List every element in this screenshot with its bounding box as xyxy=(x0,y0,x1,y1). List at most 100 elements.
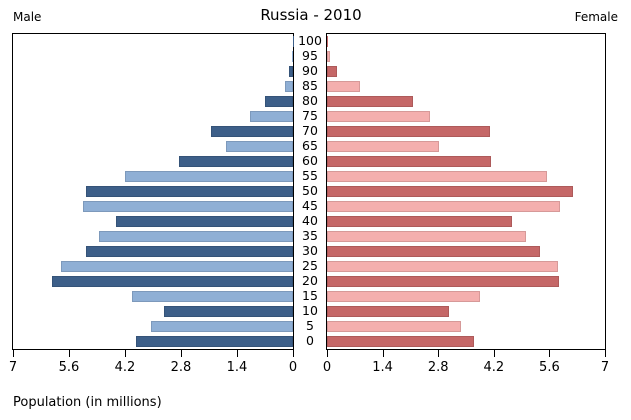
female-bar-row-age-90 xyxy=(327,64,605,79)
male-panel xyxy=(12,33,294,350)
male-bar-row-age-70 xyxy=(13,124,293,139)
male-bar-age-25 xyxy=(61,261,293,272)
male-x-tick-label-7: 7 xyxy=(8,360,18,375)
male-bar-row-age-5 xyxy=(13,319,293,334)
female-bar-age-80 xyxy=(327,96,413,107)
female-bar-age-25 xyxy=(327,261,559,272)
female-x-tick xyxy=(382,349,384,357)
male-bar-row-age-60 xyxy=(13,154,293,169)
female-bar-row-age-65 xyxy=(327,139,605,154)
female-bar-row-age-10 xyxy=(327,304,605,319)
female-bar-age-0 xyxy=(327,336,474,347)
age-tick-label-65: 65 xyxy=(302,138,318,153)
female-bar-row-age-100 xyxy=(327,34,605,49)
male-bar-row-age-20 xyxy=(13,274,293,289)
male-x-tick-label-4.2: 4.2 xyxy=(114,360,136,375)
male-bar-row-age-50 xyxy=(13,184,293,199)
male-x-tick-label-1.4: 1.4 xyxy=(226,360,248,375)
female-bar-row-age-25 xyxy=(327,259,605,274)
male-bar-age-85 xyxy=(285,81,293,92)
male-bar-age-60 xyxy=(179,156,293,167)
female-bar-age-30 xyxy=(327,246,541,257)
male-bar-row-age-0 xyxy=(13,334,293,349)
female-bar-row-age-40 xyxy=(327,214,605,229)
male-bar-row-age-85 xyxy=(13,79,293,94)
female-bar-row-age-15 xyxy=(327,289,605,304)
male-bar-age-20 xyxy=(52,276,293,287)
female-x-tick-label-0: 0 xyxy=(322,360,332,375)
female-bar-row-age-85 xyxy=(327,79,605,94)
male-bar-row-age-75 xyxy=(13,109,293,124)
male-x-tick-label-5.6: 5.6 xyxy=(58,360,80,375)
male-x-tick xyxy=(125,349,126,357)
male-x-tick-label-0: 0 xyxy=(288,360,298,375)
age-tick-label-80: 80 xyxy=(302,93,318,108)
female-x-tick xyxy=(549,349,551,357)
male-bar-age-30 xyxy=(85,246,293,257)
female-panel xyxy=(326,33,606,350)
male-bar-age-75 xyxy=(250,111,293,122)
female-bar-row-age-60 xyxy=(327,154,605,169)
female-x-tick-label-5.6: 5.6 xyxy=(539,360,560,375)
age-tick-label-10: 10 xyxy=(302,303,318,318)
female-bar-age-95 xyxy=(327,51,331,62)
female-bar-age-15 xyxy=(327,291,480,302)
female-x-tick-label-2.8: 2.8 xyxy=(427,360,449,375)
female-bar-age-100 xyxy=(327,36,328,47)
female-bar-row-age-30 xyxy=(327,244,605,259)
age-tick-label-50: 50 xyxy=(302,183,318,198)
male-bar-row-age-55 xyxy=(13,169,293,184)
male-x-tick xyxy=(237,349,238,357)
male-bar-age-55 xyxy=(124,171,293,182)
age-tick-label-35: 35 xyxy=(302,228,318,243)
female-bar-row-age-80 xyxy=(327,94,605,109)
female-bar-age-10 xyxy=(327,306,449,317)
male-bar-row-age-100 xyxy=(13,34,293,49)
age-tick-label-75: 75 xyxy=(302,108,318,123)
female-x-tick xyxy=(438,349,440,357)
age-tick-label-45: 45 xyxy=(302,198,318,213)
female-bar-age-40 xyxy=(327,216,513,227)
age-tick-label-70: 70 xyxy=(302,123,318,138)
age-tick-label-100: 100 xyxy=(298,33,322,48)
female-bar-age-50 xyxy=(327,186,574,197)
female-bar-row-age-50 xyxy=(327,184,605,199)
male-bar-age-0 xyxy=(136,336,293,347)
male-bar-row-age-95 xyxy=(13,49,293,64)
female-bar-age-35 xyxy=(327,231,526,242)
male-x-tick xyxy=(13,349,14,357)
age-tick-label-5: 5 xyxy=(306,318,314,333)
male-x-tick xyxy=(69,349,70,357)
age-tick-label-20: 20 xyxy=(302,273,318,288)
male-bar-age-40 xyxy=(115,216,293,227)
male-bar-age-70 xyxy=(211,126,293,137)
female-x-tick-label-1.4: 1.4 xyxy=(372,360,393,375)
female-bar-age-90 xyxy=(327,66,337,77)
male-bar-age-90 xyxy=(289,66,293,77)
male-bar-row-age-45 xyxy=(13,199,293,214)
age-tick-label-55: 55 xyxy=(302,168,318,183)
male-bar-age-10 xyxy=(164,306,293,317)
male-bar-row-age-65 xyxy=(13,139,293,154)
male-bar-age-80 xyxy=(265,96,293,107)
age-tick-label-60: 60 xyxy=(302,153,318,168)
age-tick-label-0: 0 xyxy=(306,333,314,348)
female-x-tick-label-7: 7 xyxy=(600,360,610,375)
female-x-tick xyxy=(327,349,328,357)
female-bar-row-age-0 xyxy=(327,334,605,349)
male-bar-age-15 xyxy=(132,291,293,302)
chart-title: Russia - 2010 xyxy=(260,6,362,24)
male-bar-row-age-80 xyxy=(13,94,293,109)
female-bar-age-60 xyxy=(327,156,491,167)
female-bar-row-age-75 xyxy=(327,109,605,124)
female-bar-row-age-35 xyxy=(327,229,605,244)
male-bar-age-45 xyxy=(83,201,293,212)
female-bar-row-age-45 xyxy=(327,199,605,214)
male-bar-row-age-40 xyxy=(13,214,293,229)
female-bar-age-5 xyxy=(327,321,462,332)
age-tick-label-85: 85 xyxy=(302,78,318,93)
male-bar-row-age-35 xyxy=(13,229,293,244)
age-axis: 100 95 90 85 80 75 70 65 60 55 50 45 40 35 30 25 20 15 10 5… xyxy=(293,33,327,348)
male-bar-row-age-25 xyxy=(13,259,293,274)
